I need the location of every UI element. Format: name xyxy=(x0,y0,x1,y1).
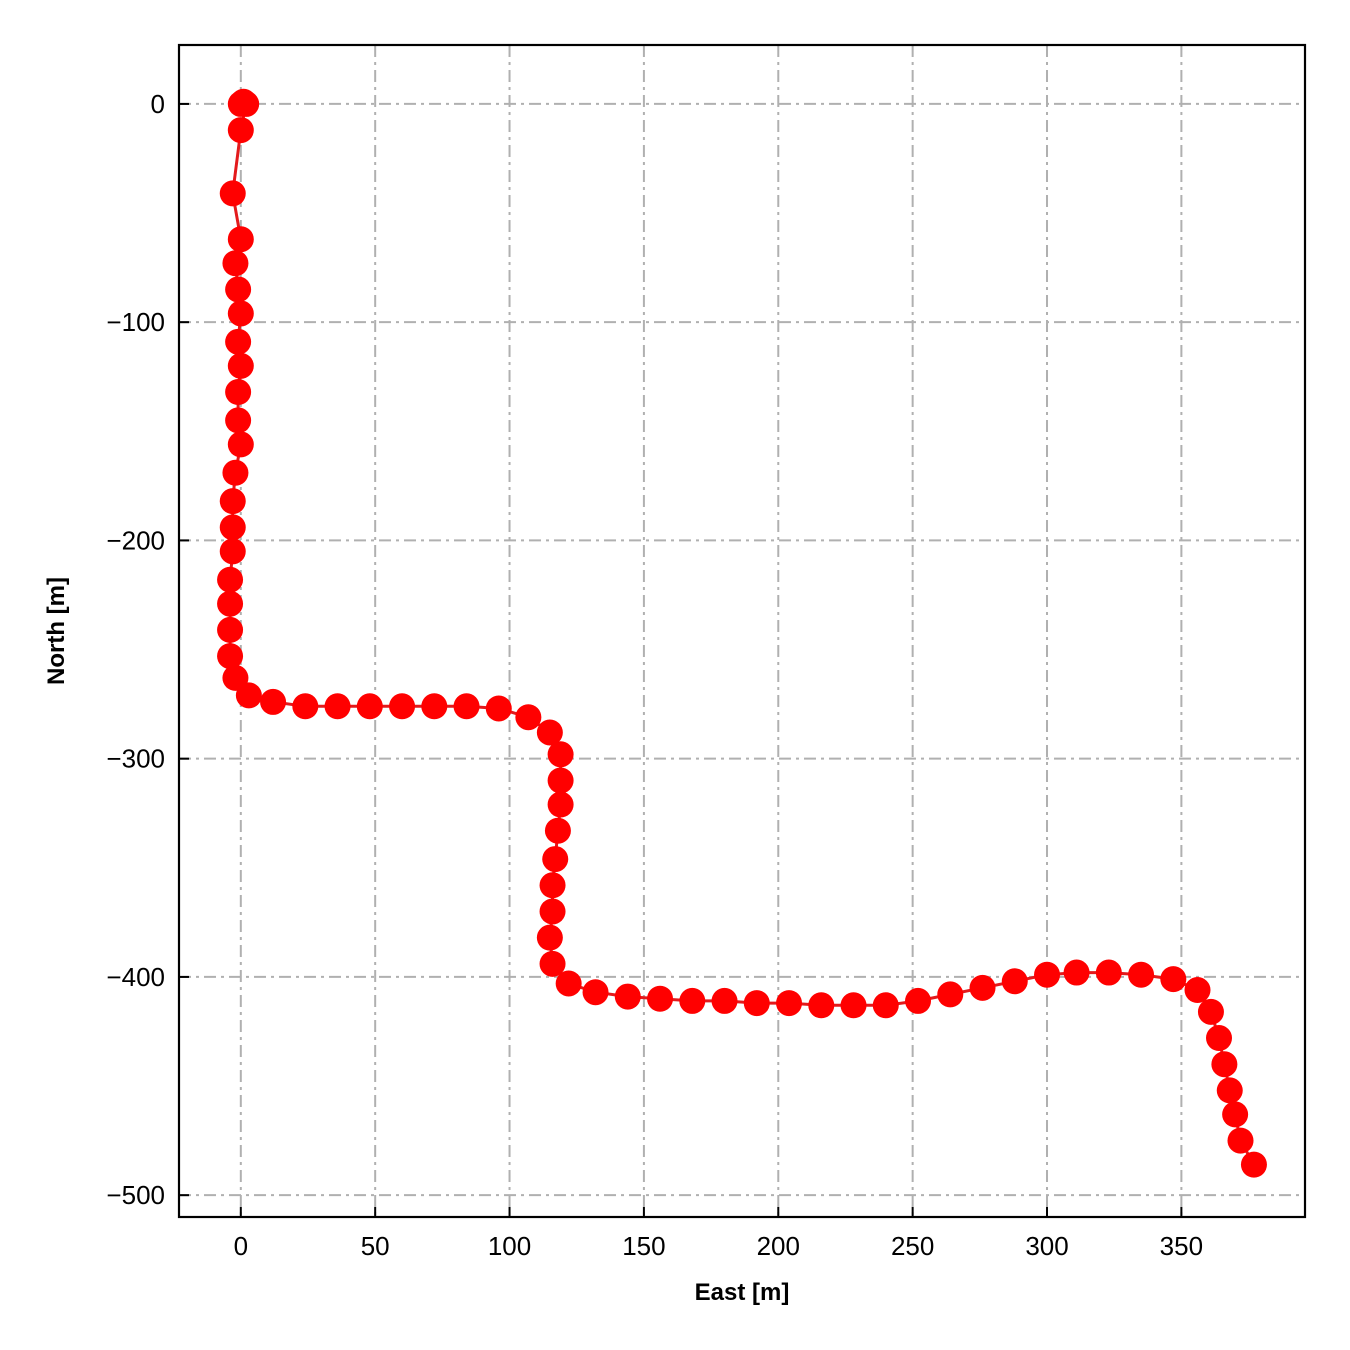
trajectory-point xyxy=(1227,1127,1254,1154)
x-tick-label: 300 xyxy=(1025,1231,1068,1261)
trajectory-point xyxy=(679,987,706,1014)
trajectory-point xyxy=(776,990,803,1017)
trajectory-point xyxy=(1240,1151,1267,1178)
trajectory-point xyxy=(536,924,563,951)
trajectory-point xyxy=(324,693,351,720)
trajectory-point xyxy=(260,688,287,715)
x-tick-label: 150 xyxy=(622,1231,665,1261)
y-tick-label: −500 xyxy=(106,1180,165,1210)
trajectory-point xyxy=(711,987,738,1014)
grid-lines xyxy=(179,45,1305,1217)
trajectory-point xyxy=(539,898,566,925)
trajectory-point xyxy=(1160,966,1187,993)
x-tick-label: 200 xyxy=(757,1231,800,1261)
trajectory-point xyxy=(222,459,249,486)
trajectory-point xyxy=(539,950,566,977)
trajectory-point xyxy=(536,719,563,746)
trajectory-point xyxy=(227,431,254,458)
trajectory-point xyxy=(217,590,244,617)
trajectory-point xyxy=(872,992,899,1019)
trajectory-point xyxy=(582,979,609,1006)
trajectory-point xyxy=(1184,977,1211,1004)
trajectory-point xyxy=(539,872,566,899)
y-tick-label: −400 xyxy=(106,962,165,992)
x-tick-label: 350 xyxy=(1160,1231,1203,1261)
trajectory-point xyxy=(1222,1101,1249,1128)
trajectory-point xyxy=(547,741,574,768)
trajectory-point xyxy=(905,987,932,1014)
trajectory-point xyxy=(227,226,254,253)
trajectory-point xyxy=(1216,1077,1243,1104)
trajectory-point xyxy=(1206,1025,1233,1052)
x-axis-label: East [m] xyxy=(695,1279,790,1306)
trajectory-point xyxy=(840,992,867,1019)
trajectory-point xyxy=(1211,1051,1238,1078)
trajectory-point xyxy=(1001,968,1028,995)
trajectory-point xyxy=(547,767,574,794)
trajectory-point xyxy=(356,693,383,720)
trajectory-point xyxy=(389,693,416,720)
trajectory-point xyxy=(227,352,254,379)
y-tick-label: 0 xyxy=(151,89,165,119)
trajectory-point xyxy=(555,970,582,997)
y-tick-label: −200 xyxy=(106,525,165,555)
trajectory-point xyxy=(217,616,244,643)
trajectory-point xyxy=(217,643,244,670)
y-tick-label: −100 xyxy=(106,307,165,337)
trajectory-point xyxy=(225,276,252,303)
trajectory-point xyxy=(222,250,249,277)
trajectory-point xyxy=(235,682,262,709)
y-axis-label: North [m] xyxy=(43,577,70,685)
trajectory-point xyxy=(225,407,252,434)
trajectory-point xyxy=(969,974,996,1001)
trajectory-point xyxy=(292,693,319,720)
trajectory-point xyxy=(217,566,244,593)
trajectory-point xyxy=(219,180,246,207)
trajectory-point xyxy=(219,514,246,541)
trajectory-point xyxy=(1128,961,1155,988)
x-tick-label: 0 xyxy=(234,1231,248,1261)
trajectory-point xyxy=(227,300,254,327)
trajectory-point xyxy=(1034,961,1061,988)
trajectory-point xyxy=(1063,959,1090,986)
trajectory-point xyxy=(647,985,674,1012)
series-layer xyxy=(217,88,1267,1178)
trajectory-point xyxy=(1095,959,1122,986)
trajectory-point xyxy=(743,990,770,1017)
x-tick-label: 100 xyxy=(488,1231,531,1261)
trajectory-point xyxy=(219,538,246,565)
y-tick-label: −300 xyxy=(106,744,165,774)
trajectory-point xyxy=(542,846,569,873)
trajectory-point xyxy=(614,983,641,1010)
trajectory-point xyxy=(219,488,246,515)
trajectory-point xyxy=(1197,998,1224,1025)
axis-ticks: 0 50 100 150 200 250 300 350 0 −100 −200 −300 −400 −5… xyxy=(106,89,1203,1261)
trajectory-point xyxy=(225,328,252,355)
x-tick-label: 50 xyxy=(361,1231,390,1261)
plot-frame xyxy=(177,43,1307,1219)
trajectory-point xyxy=(485,695,512,722)
trajectory-point xyxy=(225,379,252,406)
x-tick-label: 250 xyxy=(891,1231,934,1261)
trajectory-point xyxy=(937,981,964,1008)
trajectory-point xyxy=(544,817,571,844)
trajectory-point xyxy=(233,90,260,117)
trajectory-point xyxy=(453,693,480,720)
trajectory-point xyxy=(547,791,574,818)
trajectory-point xyxy=(808,992,835,1019)
trajectory-point xyxy=(227,117,254,144)
trajectory-point xyxy=(515,704,542,731)
trajectory-point xyxy=(421,693,448,720)
